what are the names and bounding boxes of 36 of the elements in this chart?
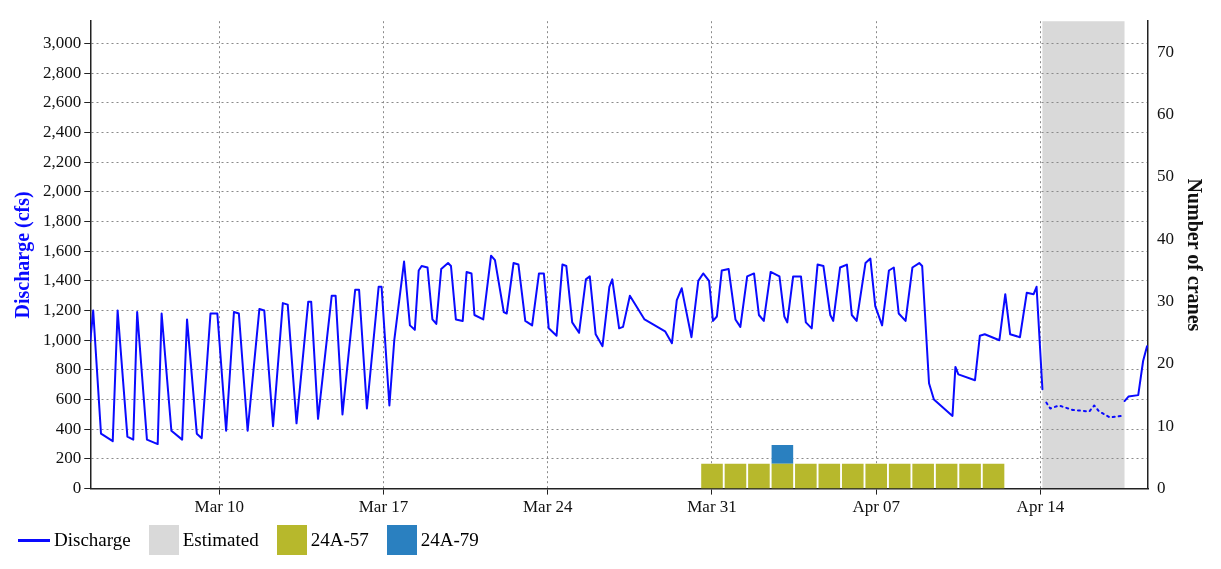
y-tick-label: 1,400 [43, 270, 82, 290]
x-tick-label: Mar 31 [687, 497, 737, 517]
y-tick-label: 2,400 [43, 121, 82, 141]
y-tick-label: 1,000 [43, 329, 82, 349]
y-tick-label: 800 [55, 359, 82, 379]
y-tick-label: 0 [72, 478, 82, 498]
y-tick-label: 3,000 [43, 32, 82, 52]
y-tick-label: 2,000 [43, 181, 82, 201]
y2-tick-label: 50 [1157, 166, 1174, 186]
legend-label: 24A-79 [420, 529, 479, 551]
y2-axis-title: Number of cranes [1183, 178, 1206, 332]
y-tick-label: 600 [55, 389, 82, 409]
y2-tick-label: 60 [1157, 104, 1174, 124]
y2-tick-label: 70 [1157, 41, 1174, 61]
y2-tick-label: 20 [1157, 353, 1174, 373]
x-tick-label: Mar 10 [194, 497, 245, 517]
y-tick-label: 2,800 [43, 62, 82, 82]
y2-tick-label: 40 [1157, 228, 1174, 248]
y-tick-label: 1,600 [43, 240, 82, 260]
legend-label: Estimated [182, 529, 259, 551]
x-tick-label: Mar 17 [358, 497, 409, 517]
y-tick-label: 400 [55, 418, 82, 438]
legend-label: 24A-57 [310, 529, 369, 551]
y-tick-label: 2,600 [43, 92, 82, 112]
y-tick-label: 200 [55, 448, 82, 468]
x-tick-label: Apr 07 [852, 497, 901, 517]
y-tick-label: 1,800 [43, 210, 82, 230]
y2-tick-label: 30 [1157, 291, 1174, 311]
x-tick-label: Apr 14 [1016, 497, 1065, 517]
y-tick-label: 2,200 [43, 151, 82, 171]
legend-label: Discharge [54, 529, 131, 551]
y2-tick-label: 0 [1157, 478, 1166, 498]
y2-tick-label: 10 [1157, 415, 1174, 435]
y-tick-label: 1,200 [43, 300, 82, 320]
x-tick-label: Mar 24 [522, 497, 574, 517]
y-axis-title: Discharge (cfs) [11, 191, 35, 319]
